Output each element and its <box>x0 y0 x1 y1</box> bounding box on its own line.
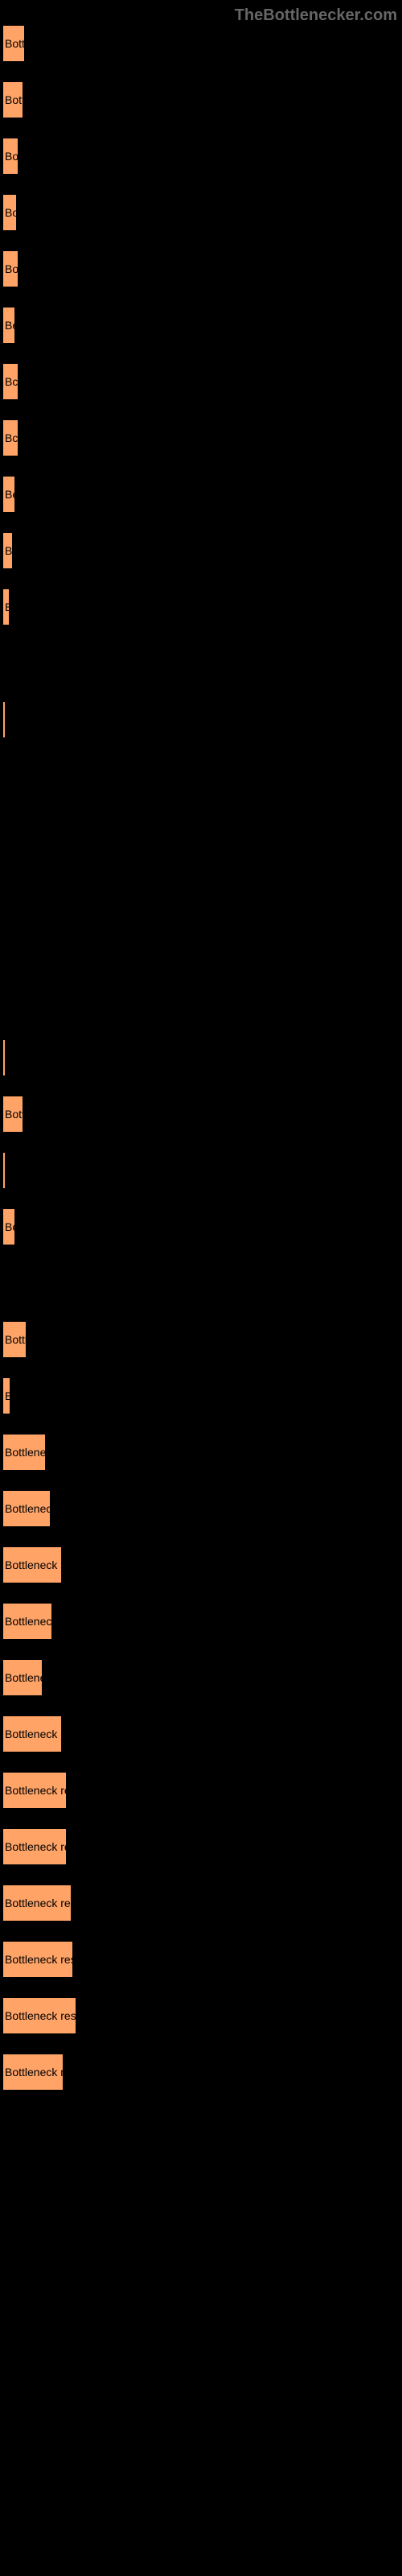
bar-row: Be <box>2 475 402 514</box>
bar-label: Bottleneck re <box>5 2066 64 2079</box>
bar <box>2 700 6 739</box>
bar-row: Bo <box>2 193 402 232</box>
bar: Bottleneck resu <box>2 1884 72 1922</box>
bar-row: Bott <box>2 80 402 119</box>
bar-label: Bc <box>5 375 18 388</box>
bar: Bc <box>2 362 19 401</box>
bar-label: Bc <box>5 431 18 444</box>
bar-row: Bottlenec <box>2 1433 402 1472</box>
bar-row: Bottleneck resul <box>2 1996 402 2035</box>
bar-row: Bottleneck re <box>2 1546 402 1584</box>
bar: Bott <box>2 1095 24 1133</box>
bar-row: Bottleneck <box>2 1489 402 1528</box>
bar: B <box>2 531 14 570</box>
bar-row <box>2 813 402 852</box>
bar-row: Bo <box>2 250 402 288</box>
bar: Bottleneck <box>2 1602 53 1641</box>
bar-label: Bott <box>5 37 25 50</box>
bar: Bottleneck re <box>2 2053 64 2091</box>
bar: Bottleneck resul <box>2 1996 77 2035</box>
bar-row: Bottleneck res <box>2 1771 402 1810</box>
bar-label: Bottleneck resu <box>5 1897 72 1909</box>
bar: Bottleneck resu <box>2 1940 74 1979</box>
bar-label: Bottlene <box>5 1671 43 1684</box>
bar-row: Bottleneck re <box>2 1715 402 1753</box>
bar-row <box>2 1038 402 1077</box>
bar-label: B <box>5 544 12 557</box>
bar-row: E <box>2 1377 402 1415</box>
bar-row <box>2 644 402 683</box>
bar: Be <box>2 306 16 345</box>
bar: Bo <box>2 250 19 288</box>
bar-row: Bottlene <box>2 1658 402 1697</box>
bar-row: Be <box>2 1208 402 1246</box>
bar: Bottleneck re <box>2 1715 63 1753</box>
bar-label: Bottleneck <box>5 1615 53 1628</box>
bar-row: Bottleneck res <box>2 1827 402 1866</box>
bar-label: Bo <box>5 262 18 275</box>
bar: Bottleneck res <box>2 1771 68 1810</box>
bar <box>2 1151 6 1190</box>
bar-row <box>2 982 402 1021</box>
bar-row: Bottleneck resu <box>2 1884 402 1922</box>
bar-row: Bo <box>2 137 402 175</box>
bar: Bottlenec <box>2 1433 47 1472</box>
bar-label: Bo <box>5 150 18 163</box>
bar-label: Bottleneck re <box>5 1558 63 1571</box>
bar-row <box>2 1264 402 1302</box>
bar: Bottleneck <box>2 1489 51 1528</box>
bar: Be <box>2 475 16 514</box>
bar-chart: Bott Bott Bo Bo Bo Be Bc Bc Be B E Bott Be Bottl E Bott… <box>0 0 402 2091</box>
bar-row <box>2 1151 402 1190</box>
bar-label: Bottleneck re <box>5 1728 63 1740</box>
bar-row: Bottleneck resu <box>2 1940 402 1979</box>
bar-row <box>2 700 402 739</box>
bar-row: Bottleneck <box>2 1602 402 1641</box>
bar: Bo <box>2 193 18 232</box>
bar: Bo <box>2 137 19 175</box>
bar-label: Bottleneck <box>5 1502 51 1515</box>
bar-row: Bc <box>2 419 402 457</box>
bar-label: Bottleneck resul <box>5 2009 77 2022</box>
bar: Bottleneck re <box>2 1546 63 1584</box>
bar: Bottleneck res <box>2 1827 68 1866</box>
bar: Bottl <box>2 1320 27 1359</box>
bar: Bc <box>2 419 19 457</box>
bar-row <box>2 869 402 908</box>
bar-row <box>2 757 402 795</box>
bar-row: Bottleneck re <box>2 2053 402 2091</box>
bar-row: Bc <box>2 362 402 401</box>
bar-label: E <box>5 1389 11 1402</box>
bar-row: Bottl <box>2 1320 402 1359</box>
bar: Bott <box>2 24 26 63</box>
bar-label: Bo <box>5 206 18 219</box>
bar-label: Be <box>5 488 16 501</box>
bar-label: Be <box>5 319 16 332</box>
bar-row: Bott <box>2 1095 402 1133</box>
bar-row: E <box>2 588 402 626</box>
bar <box>2 1038 6 1077</box>
bar: Bott <box>2 80 24 119</box>
watermark-text: TheBottlenecker.com <box>235 6 397 25</box>
bar: E <box>2 588 10 626</box>
bar-label: Bottlenec <box>5 1446 47 1459</box>
bar-label: E <box>5 601 10 613</box>
bar-label: Bottleneck res <box>5 1840 68 1853</box>
bar-label: Bottl <box>5 1333 27 1346</box>
bar: E <box>2 1377 11 1415</box>
bar-row <box>2 926 402 964</box>
bar-label: Bott <box>5 1108 24 1121</box>
bar-row: Be <box>2 306 402 345</box>
bar-row: B <box>2 531 402 570</box>
bar: Be <box>2 1208 16 1246</box>
bar-row: Bott <box>2 24 402 63</box>
bar: Bottlene <box>2 1658 43 1697</box>
bar-label: Be <box>5 1220 16 1233</box>
bar-label: Bott <box>5 93 24 106</box>
bar-label: Bottleneck res <box>5 1784 68 1797</box>
bar-label: Bottleneck resu <box>5 1953 74 1966</box>
